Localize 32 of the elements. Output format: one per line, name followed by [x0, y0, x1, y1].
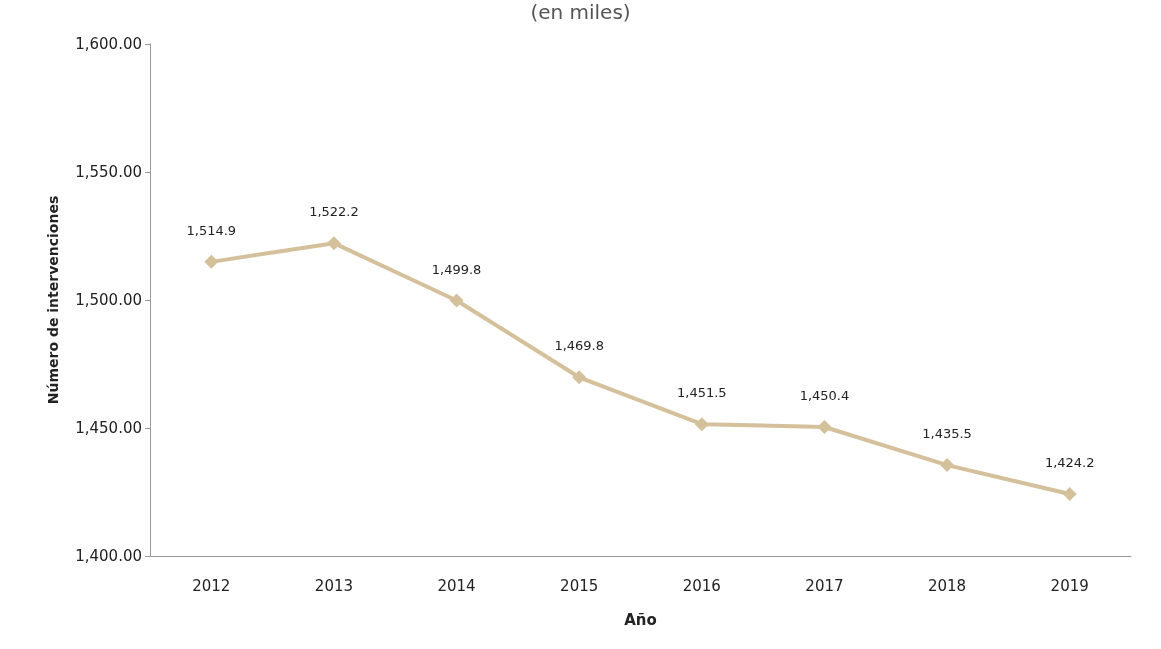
point: [817, 419, 832, 434]
data-label: 1,435.5: [922, 426, 972, 442]
point: [572, 370, 587, 385]
data-label: 1,514.9: [186, 222, 237, 238]
x-tick-label: 2019: [1050, 576, 1089, 595]
point: [694, 417, 709, 432]
data-label: 1,424.2: [1044, 455, 1095, 471]
y-tick-label: 1,600.00: [75, 35, 142, 53]
x-tick-label: 2018: [927, 576, 967, 595]
x-tick-label: 2012: [192, 576, 231, 595]
x-tick-label: 2014: [437, 576, 476, 595]
y-tick-label: 1,550.00: [75, 163, 142, 181]
y-tick-label: 1,500.00: [75, 291, 142, 309]
data-label: 1,469.8: [554, 338, 604, 354]
data-label: 1,499.8: [431, 261, 482, 277]
x-tick-label: 2017: [805, 576, 844, 595]
y-tick-label: 1,450.00: [75, 419, 142, 437]
y-axis-title: Número de intervenciones: [45, 195, 61, 405]
data-label: 1,450.4: [799, 387, 850, 403]
x-tick-label: 2015: [560, 576, 599, 595]
chart-subtitle: (en miles): [530, 0, 631, 24]
point: [326, 236, 341, 251]
point: [449, 293, 464, 308]
point: [940, 458, 955, 473]
x-axis-title: Año: [624, 610, 657, 629]
x-tick-label: 2016: [682, 576, 721, 595]
y-tick-label: 1,400.00: [75, 547, 142, 565]
data-label: 1,451.5: [677, 385, 727, 401]
point: [1062, 487, 1077, 502]
x-tick-label: 2013: [314, 576, 354, 595]
data-label: 1,522.2: [309, 204, 359, 220]
point: [204, 254, 219, 269]
